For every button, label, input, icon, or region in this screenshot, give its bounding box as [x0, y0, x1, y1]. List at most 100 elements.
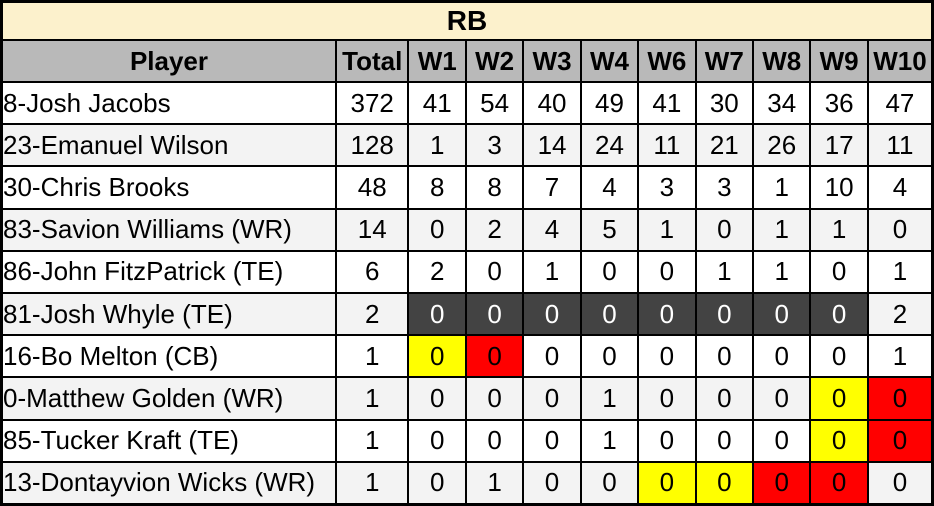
stat-cell: 1 — [752, 249, 812, 294]
stat-cell: 21 — [694, 123, 755, 168]
stat-cell: 41 — [407, 80, 467, 126]
stat-cell-red: 0 — [866, 376, 934, 421]
table-row: 16-Bo Melton (CB) 1 0 0 0 0 0 0 0 0 1 — [0, 334, 934, 379]
stat-cell: 2 — [407, 249, 467, 294]
total-cell: 128 — [334, 123, 410, 168]
total-cell: 6 — [334, 249, 410, 294]
table-row: 23-Emanuel Wilson 128 1 3 14 24 11 21 26 17 11 — [0, 123, 934, 168]
stat-cell: 0 — [637, 376, 697, 421]
stat-cell: 2 — [866, 291, 934, 337]
table-row: 86-John FitzPatrick (TE) 6 2 0 1 0 0 1 1 0 1 — [0, 249, 934, 294]
stat-cell: 54 — [464, 80, 525, 126]
column-header-w10: W10 — [866, 39, 934, 83]
stat-cell: 0 — [637, 249, 697, 294]
table-row: 85-Tucker Kraft (TE) 1 0 0 0 1 0 0 0 0 0 — [0, 418, 934, 463]
total-cell: 1 — [334, 376, 410, 421]
stat-cell: 1 — [752, 207, 812, 252]
stat-cell: 0 — [522, 460, 582, 506]
stat-cell: 1 — [752, 165, 812, 210]
stat-cell: 0 — [752, 376, 812, 421]
stat-cell-red: 0 — [866, 418, 934, 463]
player-cell: 86-John FitzPatrick (TE) — [0, 249, 337, 294]
stat-cell: 0 — [809, 249, 869, 294]
stat-cell: 36 — [809, 80, 869, 126]
stat-cell-yellow: 0 — [809, 376, 869, 421]
stat-cell: 1 — [579, 418, 640, 463]
stat-cell-dark: 0 — [694, 291, 755, 337]
column-header-w1: W1 — [407, 39, 467, 83]
column-header-player: Player — [0, 39, 337, 83]
column-header-w9: W9 — [809, 39, 869, 83]
stat-cell: 0 — [694, 334, 755, 379]
player-cell: 23-Emanuel Wilson — [0, 123, 337, 168]
stat-cell-yellow: 0 — [407, 334, 467, 379]
column-header-w3: W3 — [522, 39, 582, 83]
column-header-row: Player Total W1 W2 W3 W4 W6 W7 W8 W9 W10 — [0, 39, 934, 83]
stat-cell: 0 — [752, 418, 812, 463]
stat-cell: 10 — [809, 165, 869, 210]
stat-cell-yellow: 0 — [637, 460, 697, 506]
stat-cell: 0 — [809, 334, 869, 379]
column-header-w7: W7 — [694, 39, 755, 83]
stat-cell-red: 0 — [809, 460, 869, 506]
stat-cell: 1 — [866, 334, 934, 379]
table-row: 8-Josh Jacobs 372 41 54 40 49 41 30 34 36 47 — [0, 80, 934, 126]
stat-cell: 0 — [866, 460, 934, 506]
table-row: 13-Dontayvion Wicks (WR) 1 0 1 0 0 0 0 0 0 0 — [0, 460, 934, 506]
table-title: RB — [0, 0, 934, 41]
stat-cell: 11 — [637, 123, 697, 168]
stat-cell: 0 — [637, 334, 697, 379]
total-cell: 1 — [334, 460, 410, 506]
stat-cell: 0 — [522, 334, 582, 379]
stat-cell: 24 — [579, 123, 640, 168]
player-cell: 13-Dontayvion Wicks (WR) — [0, 460, 337, 506]
stat-cell-dark: 0 — [522, 291, 582, 337]
player-cell: 0-Matthew Golden (WR) — [0, 376, 337, 421]
stat-cell: 3 — [637, 165, 697, 210]
stat-cell-dark: 0 — [579, 291, 640, 337]
table-row: 30-Chris Brooks 48 8 8 7 4 3 3 1 10 4 — [0, 165, 934, 210]
stat-cell: 17 — [809, 123, 869, 168]
stat-cell: 3 — [694, 165, 755, 210]
stat-cell-red: 0 — [464, 334, 525, 379]
stat-cell: 0 — [522, 418, 582, 463]
stat-cell: 0 — [464, 249, 525, 294]
stat-cell: 0 — [522, 376, 582, 421]
table-row: 81-Josh Whyle (TE) 2 0 0 0 0 0 0 0 0 2 — [0, 291, 934, 337]
stat-cell-dark: 0 — [809, 291, 869, 337]
player-cell: 85-Tucker Kraft (TE) — [0, 418, 337, 463]
stat-cell: 0 — [579, 249, 640, 294]
player-cell: 81-Josh Whyle (TE) — [0, 291, 337, 337]
stat-cell: 40 — [522, 80, 582, 126]
stat-cell: 11 — [866, 123, 934, 168]
column-header-w6: W6 — [637, 39, 697, 83]
stat-cell: 1 — [579, 376, 640, 421]
stat-cell: 1 — [637, 207, 697, 252]
stat-cell: 1 — [866, 249, 934, 294]
column-header-w4: W4 — [579, 39, 640, 83]
stat-cell: 0 — [407, 376, 467, 421]
total-cell: 1 — [334, 334, 410, 379]
stat-cell-dark: 0 — [407, 291, 467, 337]
stat-cell: 1 — [809, 207, 869, 252]
stat-cell: 0 — [407, 460, 467, 506]
stat-cell: 0 — [694, 376, 755, 421]
stat-cell: 41 — [637, 80, 697, 126]
stat-cell: 0 — [407, 418, 467, 463]
stat-cell: 4 — [579, 165, 640, 210]
total-cell: 2 — [334, 291, 410, 337]
player-cell: 16-Bo Melton (CB) — [0, 334, 337, 379]
stat-cell: 26 — [752, 123, 812, 168]
total-cell: 372 — [334, 80, 410, 126]
stat-cell: 0 — [464, 376, 525, 421]
stat-cell: 0 — [407, 207, 467, 252]
stat-cell-yellow: 0 — [694, 460, 755, 506]
player-cell: 30-Chris Brooks — [0, 165, 337, 210]
stat-cell: 4 — [866, 165, 934, 210]
stat-cell: 0 — [866, 207, 934, 252]
stat-cell: 49 — [579, 80, 640, 126]
stat-cell: 47 — [866, 80, 934, 126]
stat-cell: 1 — [407, 123, 467, 168]
